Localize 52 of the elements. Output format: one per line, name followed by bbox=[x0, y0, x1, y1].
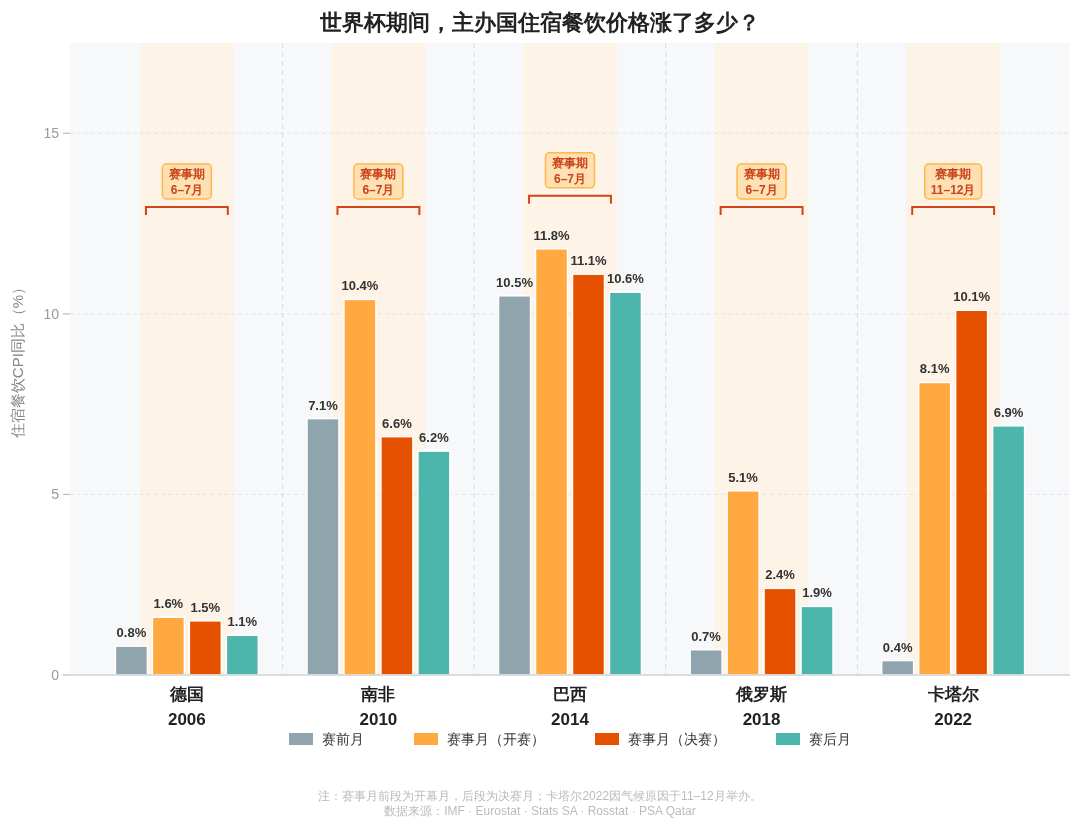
bar bbox=[151, 616, 186, 676]
data-label: 11.1% bbox=[570, 253, 607, 269]
data-label: 1.6% bbox=[153, 596, 184, 612]
legend-label: 赛事月（决赛） bbox=[628, 731, 726, 747]
x-tick-label: 俄罗斯 2018 bbox=[735, 685, 788, 729]
data-label: 0.4% bbox=[882, 639, 913, 655]
y-axis-title: 住宿餐饮CPI同比（%） bbox=[9, 279, 26, 440]
y-tick-label: 15 bbox=[43, 125, 60, 142]
x-tick-label: 南非 2010 bbox=[359, 685, 398, 729]
bar bbox=[188, 620, 223, 676]
data-label: 8.1% bbox=[919, 361, 950, 377]
data-label: 2.4% bbox=[765, 567, 796, 583]
band-label: 赛事期 6–7月 bbox=[742, 167, 780, 197]
chart-title: 世界杯期间，主办国住宿餐饮价格涨了多少？ bbox=[319, 10, 760, 35]
bar bbox=[763, 587, 797, 676]
data-label: 1.1% bbox=[227, 614, 258, 630]
legend-label: 赛事月（开赛） bbox=[447, 731, 545, 747]
bar bbox=[571, 273, 606, 676]
data-label: 0.8% bbox=[116, 625, 147, 641]
data-label: 1.5% bbox=[190, 599, 221, 615]
data-label: 5.1% bbox=[728, 469, 759, 485]
bar bbox=[534, 248, 569, 676]
x-tick-label: 德国 2006 bbox=[167, 685, 206, 729]
bar bbox=[726, 490, 760, 676]
data-label: 0.7% bbox=[691, 628, 722, 644]
bar bbox=[343, 298, 377, 676]
text: 注：赛事月前段为开幕月，后段为决赛月；卡塔尔2022因气候原因于11–12月举办。 bbox=[318, 789, 762, 803]
legend-label: 赛后月 bbox=[809, 731, 851, 747]
data-label: 6.2% bbox=[419, 430, 450, 446]
data-label: 10.5% bbox=[496, 274, 534, 290]
data-label: 10.1% bbox=[953, 289, 991, 305]
data-label: 1.9% bbox=[802, 585, 833, 601]
x-tick-label: 卡塔尔 2022 bbox=[926, 685, 980, 729]
band-label: 赛事期 6–7月 bbox=[359, 167, 397, 197]
legend-label: 赛前月 bbox=[322, 731, 364, 747]
data-label: 6.6% bbox=[382, 415, 413, 431]
y-tick-label: 10 bbox=[43, 305, 60, 322]
band-label: 赛事期 6–7月 bbox=[167, 167, 205, 197]
x-tick-label: 巴西 2014 bbox=[551, 685, 590, 729]
data-label: 7.1% bbox=[308, 397, 339, 413]
y-tick-label: 5 bbox=[51, 486, 60, 503]
band-label: 赛事期 11–12月 bbox=[930, 167, 976, 197]
band-label: 赛事期 6–7月 bbox=[551, 155, 588, 186]
data-label: 10.6% bbox=[607, 271, 645, 287]
data-label: 11.8% bbox=[533, 227, 571, 243]
bar bbox=[954, 309, 989, 676]
data-label: 6.9% bbox=[993, 404, 1024, 420]
data-label: 10.4% bbox=[341, 278, 379, 294]
y-tick-label: 0 bbox=[51, 667, 60, 683]
bar bbox=[380, 435, 414, 676]
bar bbox=[917, 381, 952, 676]
source-note: 数据来源：IMF · Eurostat · Stats SA · Rosstat · PSA Qatar bbox=[384, 804, 696, 818]
